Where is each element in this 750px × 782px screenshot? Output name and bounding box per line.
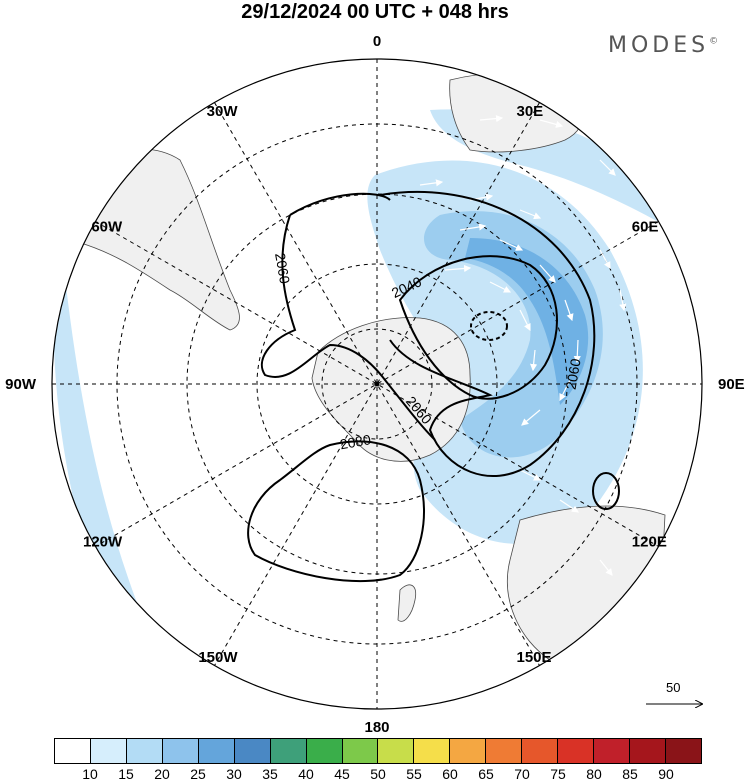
colorbar-tick-label: 50 [370, 766, 386, 782]
colorbar-tick-label: 20 [154, 766, 170, 782]
map-boundary [51, 58, 703, 710]
meridian-label-180: 180 [364, 719, 389, 736]
contour-2060-west [260, 192, 436, 441]
colorbar-swatch [522, 739, 559, 763]
colorbar-tick-label: 10 [82, 766, 98, 782]
meridian-label-60w: 60W [91, 219, 123, 236]
meridian-labels: 0 30E 60E 90E 120E 150E 180 150W 120W 90W 60W 30W [5, 33, 745, 736]
colorbar-ticks: 10 15 20 25 30 35 40 45 50 55 60 65 70 75 80 85 90 [54, 766, 702, 782]
meridian-label-150w: 150W [198, 649, 238, 666]
antarctica-land [311, 317, 471, 462]
colorbar-tick-label: 90 [658, 766, 674, 782]
modes-logo: MODES© [608, 33, 722, 58]
colorbar-swatch [342, 739, 379, 763]
australia-land [507, 505, 666, 663]
logo-copyright-mark: © [709, 36, 723, 47]
contour-small-low [470, 311, 508, 341]
colorbar-swatch [630, 739, 666, 763]
contour-label: 2060 [563, 357, 584, 391]
meridian-label-90w: 90W [5, 376, 37, 393]
wind-band-outer-left [53, 250, 175, 700]
colorbar-tick-label: 55 [406, 766, 422, 782]
contours [247, 190, 620, 583]
map-content [52, 59, 702, 709]
colorbar-swatch [198, 739, 235, 763]
reference-vector: 50 [640, 680, 710, 714]
colorbar-swatch [162, 739, 199, 763]
wind-band-strong [465, 238, 589, 405]
colorbar-swatch [414, 739, 451, 763]
reference-arrow-icon [646, 680, 710, 714]
colorbar-tick-label: 25 [190, 766, 206, 782]
colorbar-swatch [558, 739, 595, 763]
colorbar-tick-label: 60 [442, 766, 458, 782]
contour-label: 2060 [272, 251, 293, 285]
colorbar-tick-label: 35 [262, 766, 278, 782]
colorbar-tick-label: 65 [478, 766, 494, 782]
colorbar-tick-label: 40 [298, 766, 314, 782]
colorbar-swatch [55, 739, 91, 763]
wind-vectors [97, 114, 627, 576]
colorbar-tick-label: 80 [586, 766, 602, 782]
colorbar-tick-label: 15 [118, 766, 134, 782]
meridian-label-150e: 150E [517, 649, 552, 666]
contour-2080 [247, 440, 425, 583]
colorbar [54, 738, 702, 764]
contour-small-ring [592, 472, 620, 510]
meridian-label-60e: 60E [632, 219, 659, 236]
meridian-label-120w: 120W [83, 534, 123, 551]
colorbar-tick-label: 85 [622, 766, 638, 782]
colorbar-tick-label: 70 [514, 766, 530, 782]
colorbar-tick-label: 30 [226, 766, 242, 782]
south-pole-point [374, 381, 380, 387]
meridian-label-30e: 30E [517, 103, 544, 120]
colorbar-swatch [270, 739, 307, 763]
colorbar-swatch [126, 739, 163, 763]
graticule [52, 59, 702, 709]
colorbar-swatch [450, 739, 487, 763]
new-zealand-land [397, 584, 417, 622]
colorbar-swatch [594, 739, 630, 763]
colorbar-swatch [90, 739, 127, 763]
colorbar-swatch [306, 739, 343, 763]
colorbar-swatch [665, 739, 701, 763]
colorbar-swatch [486, 739, 523, 763]
map-title: 29/12/2024 00 UTC + 048 hrs [241, 1, 509, 23]
meridian-label-90e: 90E [718, 376, 745, 393]
contour-2060-east [379, 190, 596, 477]
south-america-land [69, 148, 240, 331]
reference-vector-label: 50 [666, 680, 681, 695]
meridian-label-0: 0 [373, 33, 381, 50]
colorbar-swatch [234, 739, 271, 763]
colorbar-tick-label: 45 [334, 766, 350, 782]
meridian-label-120e: 120E [632, 534, 667, 551]
logo-text: MODES [608, 33, 710, 58]
colorbar-tick-label: 75 [550, 766, 566, 782]
meridian-label-30w: 30W [207, 103, 239, 120]
contour-label: 2080 [339, 431, 373, 452]
colorbar-swatch [378, 739, 415, 763]
